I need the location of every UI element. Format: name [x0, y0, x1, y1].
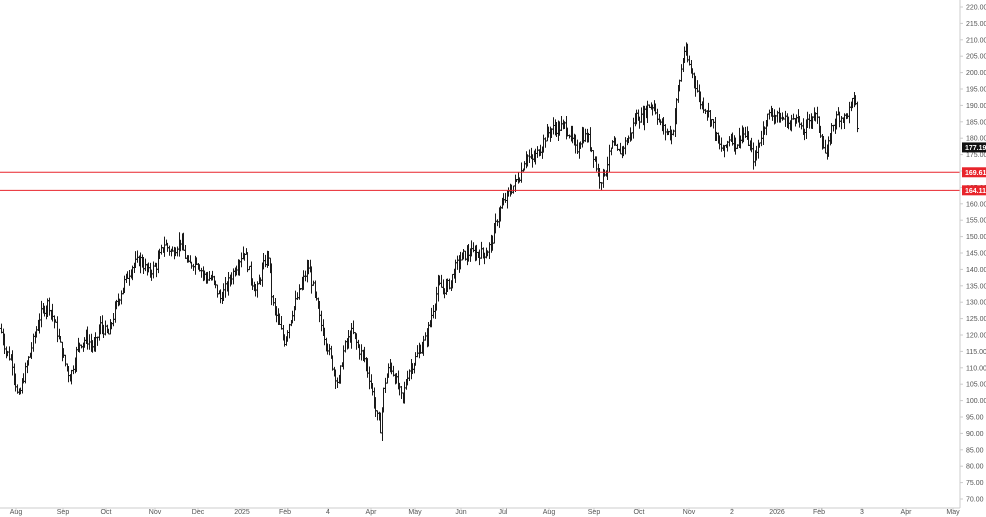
level-badge — [962, 185, 986, 196]
y-tick-label: 130.00 — [966, 300, 986, 307]
x-tick-label: Feb — [813, 509, 825, 516]
y-tick-label: 185.00 — [966, 119, 986, 126]
x-tick-label: Jul — [499, 509, 508, 516]
x-axis-ticks[interactable]: Aug Sep Oct Nov Dec 2025 Feb 4 Apr May Jun Jul Aug Se… — [10, 508, 960, 516]
x-tick-label: 2025 — [234, 509, 250, 516]
y-tick-label: 75.00 — [966, 480, 984, 487]
x-tick-label: 2 — [730, 509, 734, 516]
y-tick-label: 90.00 — [966, 431, 984, 438]
x-tick-label: Oct — [634, 509, 645, 516]
y-tick-label: 100.00 — [966, 398, 986, 405]
y-tick-label: 150.00 — [966, 234, 986, 241]
level-badge — [962, 167, 986, 178]
level-badge-label: 164.11 — [965, 188, 986, 195]
y-tick-label: 85.00 — [966, 447, 984, 454]
x-tick-label: Nov — [683, 509, 696, 516]
x-tick-label: Aug — [543, 509, 556, 516]
y-tick-label: 115.00 — [966, 349, 986, 356]
x-tick-label: Sep — [57, 509, 70, 516]
y-tick-label: 70.00 — [966, 497, 984, 504]
horizontal-levels — [0, 171, 960, 191]
y-tick-label: 190.00 — [966, 103, 986, 110]
y-tick-label: 220.00 — [966, 5, 986, 12]
y-tick-label: 180.00 — [966, 136, 986, 143]
x-tick-label: Jun — [455, 509, 466, 516]
y-tick-label: 175.00 — [966, 152, 986, 159]
y-tick-label: 80.00 — [966, 464, 984, 471]
y-tick-label: 200.00 — [966, 70, 986, 77]
y-tick-label: 125.00 — [966, 316, 986, 323]
price-bars — [0, 42, 859, 442]
y-tick-label: 145.00 — [966, 251, 986, 258]
y-tick-label: 160.00 — [966, 201, 986, 208]
x-tick-label: Apr — [901, 509, 913, 516]
x-tick-label: Feb — [279, 509, 291, 516]
y-tick-label: 205.00 — [966, 54, 986, 61]
x-tick-label: Sep — [588, 509, 601, 516]
x-tick-label: May — [946, 509, 960, 516]
last-price-label: 177.19 — [965, 145, 986, 152]
y-axis-ticks[interactable]: 70.00 75.00 80.00 85.00 90.00 95.00 100.00 105.… — [960, 5, 986, 504]
y-tick-label: 105.00 — [966, 382, 986, 389]
level-badge-label: 169.61 — [965, 170, 986, 177]
y-tick-label: 110.00 — [966, 365, 986, 372]
y-tick-label: 215.00 — [966, 21, 986, 28]
x-tick-label: Aug — [10, 509, 23, 516]
x-tick-label: 2026 — [769, 509, 785, 516]
x-tick-label: Apr — [366, 509, 378, 516]
x-tick-label: 3 — [860, 509, 864, 516]
x-tick-label: 4 — [326, 509, 330, 516]
y-tick-label: 95.00 — [966, 415, 984, 422]
x-tick-label: May — [408, 509, 422, 516]
x-tick-label: Oct — [101, 509, 112, 516]
last-price-badge — [962, 142, 986, 153]
x-tick-label: Dec — [192, 509, 205, 516]
x-tick-label: Nov — [149, 509, 162, 516]
price-badges: 169.61 164.11 177.19 — [962, 142, 986, 196]
y-tick-label: 120.00 — [966, 333, 986, 340]
y-tick-label: 140.00 — [966, 267, 986, 274]
y-tick-label: 155.00 — [966, 218, 986, 225]
y-tick-label: 210.00 — [966, 37, 986, 44]
y-tick-label: 135.00 — [966, 283, 986, 290]
y-tick-label: 195.00 — [966, 87, 986, 94]
